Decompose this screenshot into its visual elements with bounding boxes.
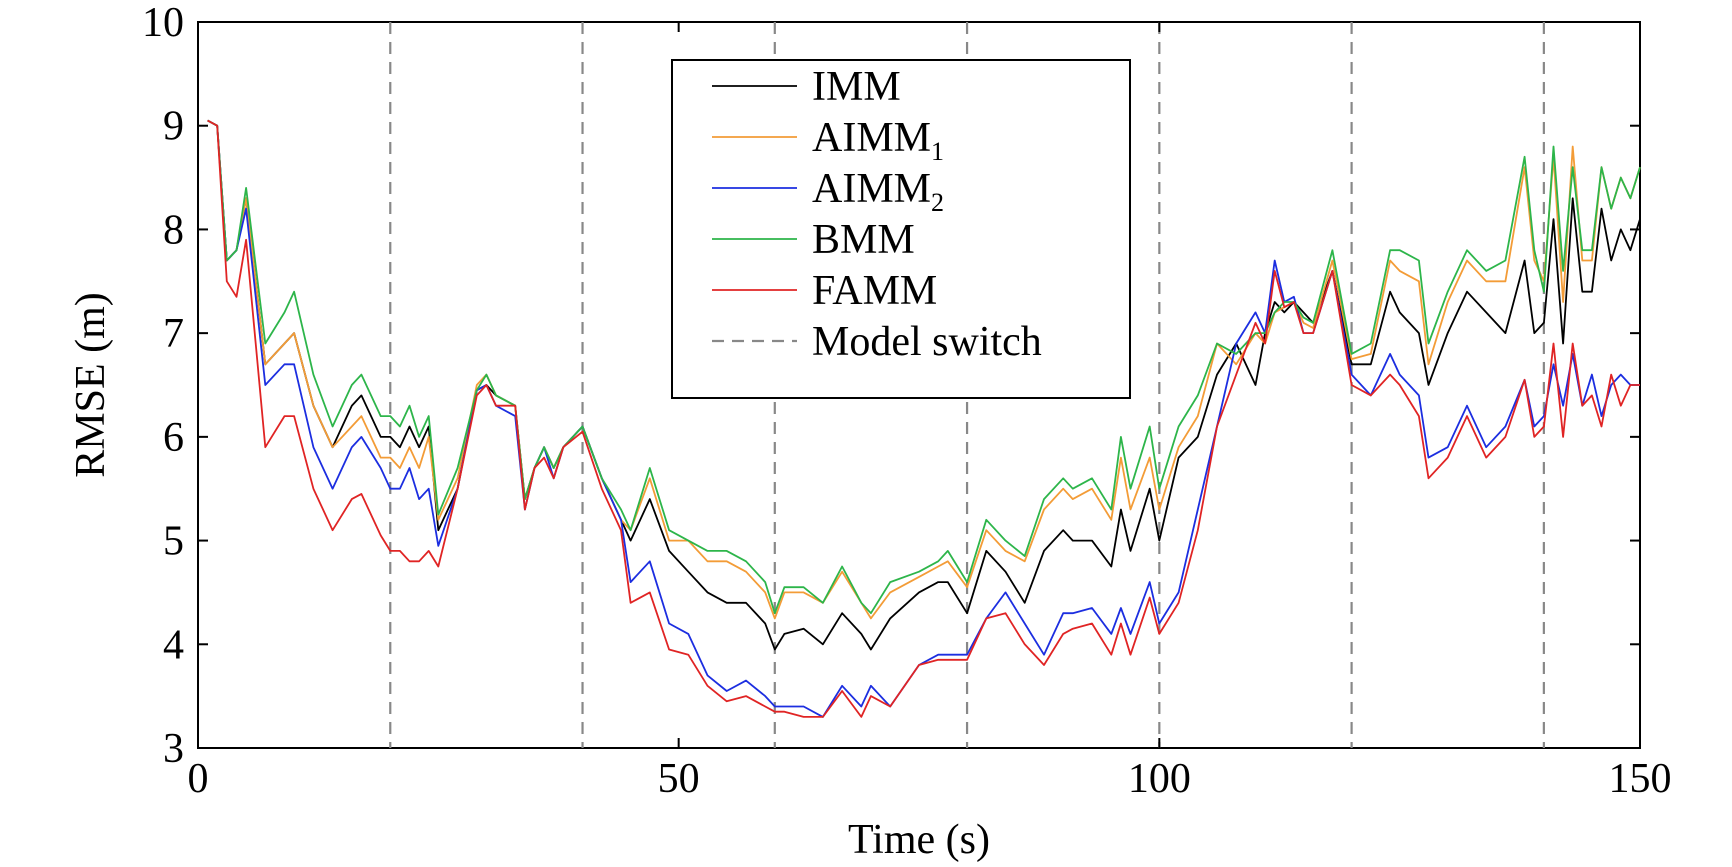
y-tick-label: 9 xyxy=(163,104,184,150)
y-tick-label: 7 xyxy=(163,311,184,357)
x-axis-title: Time (s) xyxy=(848,817,990,863)
series-line-imm xyxy=(207,119,1641,651)
series-lines xyxy=(207,119,1641,718)
legend-label-aimm1: AIMM1 xyxy=(812,115,944,166)
legend-label-aimm2: AIMM2 xyxy=(812,166,944,217)
y-tick-label: 5 xyxy=(163,519,184,565)
legend-subscript: 2 xyxy=(931,188,944,217)
y-tick-label: 3 xyxy=(163,726,184,772)
x-tick-label: 150 xyxy=(1609,756,1672,802)
series-line-aimm2 xyxy=(207,119,1640,718)
x-tick-label: 0 xyxy=(188,756,209,802)
legend-label-imm: IMM xyxy=(812,64,901,110)
legend-label-model-switch: Model switch xyxy=(812,319,1042,365)
x-axis-ticks: 0 50 100 150 xyxy=(188,22,1672,802)
y-tick-label: 4 xyxy=(163,622,184,668)
y-axis-ticks: 3 4 5 6 7 8 9 10 xyxy=(142,0,1640,772)
x-tick-label: 100 xyxy=(1128,756,1191,802)
series-line-famm xyxy=(207,119,1640,718)
legend-box xyxy=(671,59,1131,399)
legend-label-bmm: BMM xyxy=(812,217,915,263)
y-axis-title: RMSE (m) xyxy=(68,292,114,478)
legend-subscript: 1 xyxy=(931,137,944,166)
legend-label-famm: FAMM xyxy=(812,268,937,314)
y-tick-label: 8 xyxy=(163,207,184,253)
series-line-aimm1 xyxy=(207,119,1641,620)
y-tick-label: 6 xyxy=(163,415,184,461)
x-tick-label: 50 xyxy=(658,756,700,802)
series-line-bmm xyxy=(207,119,1641,615)
y-tick-label: 10 xyxy=(142,0,184,46)
